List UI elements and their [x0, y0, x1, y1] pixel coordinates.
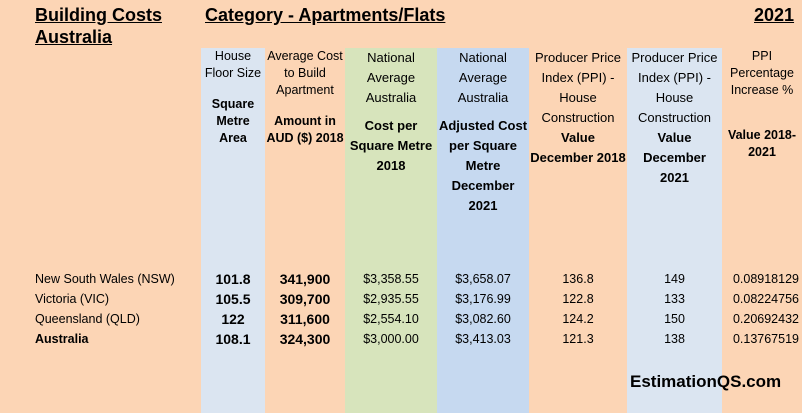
cell-ppi-increase: 0.08224756	[732, 292, 799, 306]
cell-ppi-2021: 138	[664, 332, 685, 346]
column-bg-adjusted-cost	[437, 48, 529, 413]
header-top-text: Producer Price Index (PPI) - House Const…	[535, 50, 621, 125]
header-ppi-increase: PPI Percentage Increase % Value 2018-202…	[722, 48, 802, 161]
table-row-total: Australia 108.1 324,300 $3,000.00 $3,413…	[0, 329, 802, 349]
header-sub-text: Adjusted Cost per Square Metre December …	[438, 118, 528, 213]
header-sub-text: Value December 2018	[530, 130, 626, 165]
cell-floor-size: 108.1	[215, 331, 251, 347]
header-sub-text: Value 2018-2021	[727, 128, 797, 159]
row-label: Victoria (VIC)	[35, 292, 110, 306]
header-top-text: National Average Australia	[457, 50, 509, 105]
header-top-text: PPI Percentage Increase %	[730, 49, 794, 97]
cell-cost-per-sqm: $3,000.00	[363, 332, 419, 346]
header-top-text: Average Cost to Build Apartment	[267, 49, 343, 97]
cell-average-cost: 341,900	[279, 271, 331, 287]
row-label: Australia	[35, 332, 89, 346]
column-bg-national-average	[345, 48, 437, 413]
cell-average-cost: 311,600	[280, 311, 330, 327]
header-adjusted-cost: National Average Australia Adjusted Cost…	[437, 48, 529, 216]
cell-ppi-2018: 124.2	[562, 312, 594, 326]
cell-ppi-2018: 122.8	[562, 292, 594, 306]
brand-watermark: EstimationQS.com	[630, 372, 782, 391]
cell-ppi-increase: 0.13767519	[732, 332, 799, 346]
cell-average-cost: 324,300	[279, 331, 331, 347]
cell-adjusted-cost: $3,658.07	[455, 272, 511, 286]
header-ppi-2021: Producer Price Index (PPI) - House Const…	[627, 48, 722, 188]
column-bg-ppi-2021	[627, 48, 722, 413]
cell-ppi-2021: 149	[664, 272, 685, 286]
header-top-text: National Average Australia	[365, 50, 417, 105]
header-top-text: House Floor Size	[204, 49, 262, 80]
year-title: 2021	[754, 5, 795, 25]
table-row: Queensland (QLD) 122 311,600 $2,554.10 $…	[0, 309, 802, 329]
header-sub-text: Square Metre Area	[211, 97, 255, 145]
category-title: Category - Apartments/Flats	[205, 5, 446, 25]
cell-cost-per-sqm: $2,554.10	[363, 312, 419, 326]
page-title: Building Costs Australia	[35, 5, 162, 47]
cell-average-cost: 309,700	[279, 291, 331, 307]
row-label: New South Wales (NSW)	[35, 272, 175, 286]
table-row: Victoria (VIC) 105.5 309,700 $2,935.55 $…	[0, 289, 802, 309]
cell-ppi-2021: 133	[664, 292, 685, 306]
cell-cost-per-sqm: $3,358.55	[363, 272, 419, 286]
cell-floor-size: 101.8	[215, 271, 251, 287]
table-row: New South Wales (NSW) 101.8 341,900 $3,3…	[0, 269, 802, 289]
cell-cost-per-sqm: $2,935.55	[363, 292, 419, 306]
header-top-text: Producer Price Index (PPI) - House Const…	[631, 50, 718, 125]
cell-adjusted-cost: $3,176.99	[455, 292, 511, 306]
header-average-cost: Average Cost to Build Apartment Amount i…	[265, 48, 345, 147]
cell-floor-size: 105.5	[215, 291, 251, 307]
cell-ppi-2021: 150	[664, 312, 685, 326]
cell-ppi-2018: 121.3	[562, 332, 594, 346]
cell-floor-size: 122	[221, 311, 245, 327]
header-sub-text: Amount in AUD ($) 2018	[266, 114, 344, 145]
cell-ppi-increase: 0.20692432	[732, 312, 799, 326]
cell-adjusted-cost: $3,082.60	[455, 312, 511, 326]
cell-ppi-2018: 136.8	[562, 272, 594, 286]
header-sub-text: Cost per Square Metre 2018	[349, 118, 433, 173]
header-floor-size: House Floor Size Square Metre Area	[201, 48, 265, 147]
cell-adjusted-cost: $3,413.03	[455, 332, 511, 346]
header-ppi-2018: Producer Price Index (PPI) - House Const…	[529, 48, 627, 168]
header-national-average: National Average Australia Cost per Squa…	[345, 48, 437, 176]
cell-ppi-increase: 0.08918129	[732, 272, 799, 286]
column-bg-floor-size	[201, 48, 265, 413]
header-sub-text: Value December 2021	[643, 130, 706, 185]
row-label: Queensland (QLD)	[35, 312, 140, 326]
